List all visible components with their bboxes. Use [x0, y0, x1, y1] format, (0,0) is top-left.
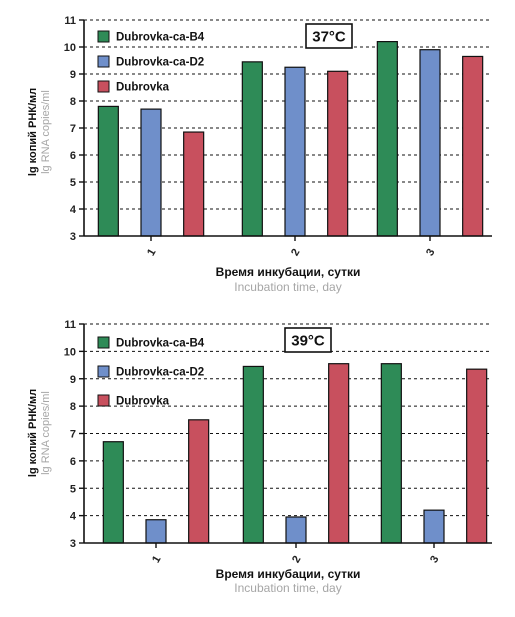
- bar: [145, 519, 167, 544]
- y-axis-title: lg копий РНК/мл: [27, 88, 39, 176]
- bar: [97, 105, 119, 237]
- bar: [423, 509, 445, 544]
- y-axis-title-en: lg RNA copies/ml: [40, 391, 52, 475]
- legend-swatch: [97, 365, 110, 378]
- bar: [380, 363, 402, 544]
- x-tick-label: 2: [289, 247, 302, 258]
- y-tick-label: 9: [70, 69, 76, 81]
- bar: [284, 66, 306, 237]
- y-tick-label: 4: [70, 204, 77, 216]
- temperature-box: [305, 23, 353, 49]
- legend-label: Dubrovka-ca-B4: [116, 338, 205, 350]
- legend-label: Dubrovka-ca-D2: [116, 367, 204, 379]
- x-axis-title: Время инкубации, сутки: [216, 567, 361, 581]
- bar: [327, 70, 349, 237]
- legend-swatch: [97, 55, 110, 68]
- y-tick-label: 7: [70, 429, 76, 441]
- y-axis-title: lg копий РНК/мл: [27, 389, 39, 477]
- legend-swatch: [97, 394, 110, 407]
- y-tick-label: 3: [70, 538, 76, 550]
- chart-title: 37°C: [312, 29, 346, 46]
- y-tick-label: 11: [64, 319, 76, 331]
- x-axis-title-en: Incubation time, day: [234, 581, 341, 595]
- y-tick-label: 6: [70, 150, 76, 162]
- x-axis-title-en: Incubation time, day: [234, 280, 341, 294]
- bar: [241, 61, 263, 237]
- temperature-box: [284, 327, 332, 353]
- y-tick-label: 3: [70, 231, 76, 243]
- legend-swatch: [97, 30, 110, 43]
- x-tick-label: 2: [290, 554, 303, 565]
- y-tick-label: 4: [70, 511, 77, 523]
- bar: [328, 363, 350, 544]
- bar: [188, 419, 210, 544]
- x-tick-label: 3: [428, 554, 441, 565]
- x-tick-label: 1: [145, 247, 158, 258]
- y-tick-label: 5: [70, 177, 76, 189]
- y-tick-label: 10: [64, 42, 76, 54]
- y-axis-title-en: lg RNA copies/ml: [40, 90, 52, 174]
- bar: [102, 441, 124, 544]
- legend-label: Dubrovka-ca-B4: [116, 32, 205, 44]
- x-axis-title: Время инкубации, сутки: [216, 265, 361, 279]
- bar: [419, 49, 441, 237]
- legend-label: Dubrovka-ca-D2: [116, 57, 204, 69]
- y-tick-label: 7: [70, 123, 76, 135]
- legend-label: Dubrovka: [116, 396, 170, 408]
- y-tick-label: 11: [64, 15, 76, 27]
- bar: [466, 368, 488, 544]
- chart-title: 39°C: [291, 333, 325, 350]
- y-tick-label: 5: [70, 483, 76, 495]
- y-tick-label: 10: [64, 346, 76, 358]
- legend-swatch: [97, 80, 110, 93]
- bar: [183, 131, 205, 237]
- x-tick-label: 3: [424, 247, 437, 258]
- bar: [285, 516, 307, 544]
- y-tick-label: 6: [70, 456, 76, 468]
- y-tick-label: 8: [70, 96, 76, 108]
- bar: [376, 40, 398, 237]
- bar: [242, 365, 264, 544]
- legend-label: Dubrovka: [116, 82, 170, 94]
- x-tick-label: 1: [150, 554, 163, 565]
- y-tick-label: 8: [70, 401, 76, 413]
- y-tick-label: 9: [70, 374, 76, 386]
- bar: [462, 55, 484, 237]
- legend-swatch: [97, 336, 110, 349]
- bar: [140, 108, 162, 237]
